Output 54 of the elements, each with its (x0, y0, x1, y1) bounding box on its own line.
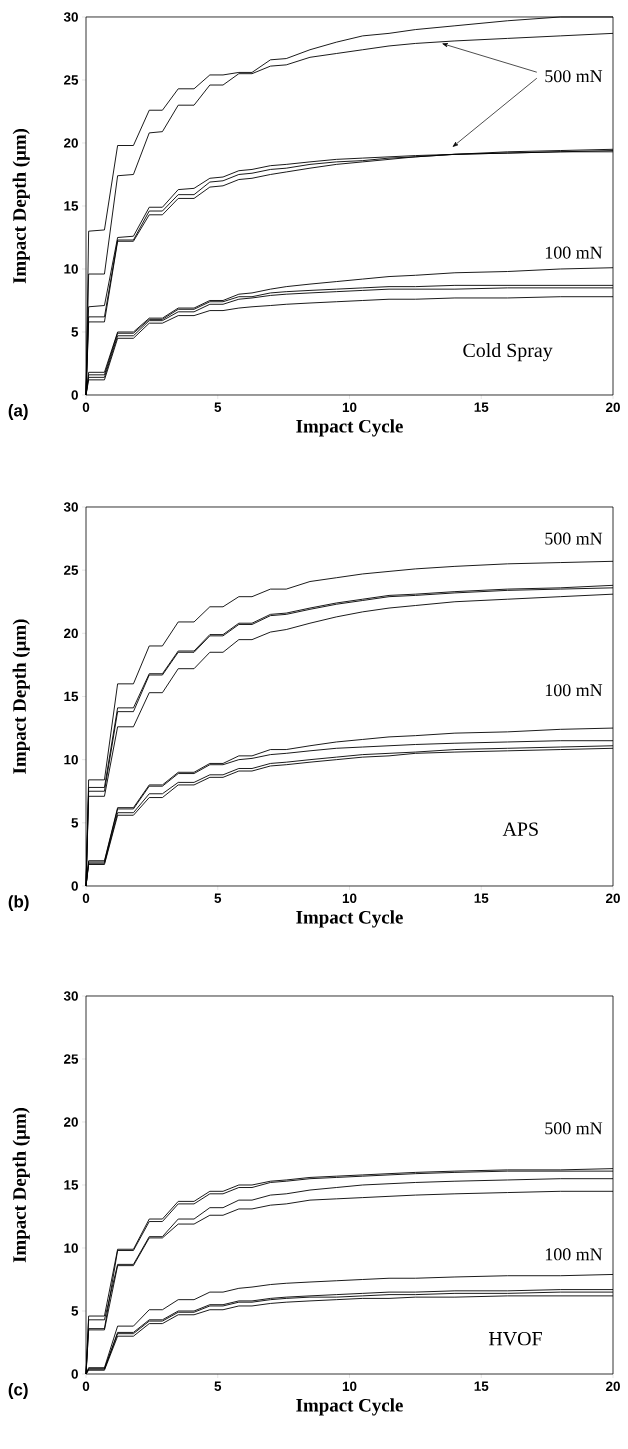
annotation: 500 mN (545, 70, 603, 83)
y-tick-label: 10 (64, 264, 78, 274)
x-tick-label: 20 (605, 1381, 620, 1392)
y-axis-title: Impact Depth (μm) (12, 1107, 30, 1263)
x-tick-label: 0 (82, 893, 90, 904)
y-tick-label: 0 (71, 1369, 78, 1379)
x-tick-label: 5 (214, 402, 222, 412)
x-tick-label: 20 (605, 893, 620, 904)
x-tick-label: 15 (474, 1381, 489, 1391)
y-axis-title: Impact Depth (μm) (12, 128, 30, 284)
x-tick-label: 20 (605, 402, 620, 413)
x-tick-label: 10 (342, 893, 357, 904)
y-tick-label: 0 (71, 881, 78, 891)
y-tick-label: 10 (64, 754, 78, 765)
y-axis-title: Impact Depth (μm) (12, 619, 30, 774)
y-tick-label: 20 (63, 628, 78, 639)
y-tick-label: 5 (71, 1306, 79, 1316)
y-tick-label: 25 (63, 75, 79, 85)
x-tick-label: 0 (82, 402, 90, 413)
x-tick-label: 15 (474, 893, 489, 903)
annotation: Cold Spray (463, 343, 553, 362)
y-tick-label: 0 (71, 390, 78, 400)
y-tick-label: 5 (71, 818, 79, 828)
x-tick-label: 0 (82, 1381, 90, 1392)
text: (c) (8, 1383, 28, 1399)
x-tick-label: 5 (214, 1381, 222, 1391)
y-tick-label: 25 (63, 1054, 79, 1064)
annotation: 500 mN (545, 532, 603, 545)
x-tick-label: 5 (214, 893, 222, 903)
y-tick-label: 15 (64, 691, 79, 702)
y-tick-label: 30 (63, 12, 78, 22)
annotation: APS (502, 822, 538, 836)
y-tick-label: 15 (64, 201, 79, 211)
x-tick-label: 10 (342, 1381, 357, 1392)
text: (a) (8, 404, 28, 420)
y-tick-label: 25 (63, 565, 79, 575)
y-tick-label: 30 (63, 991, 78, 1001)
y-tick-label: 20 (63, 138, 78, 148)
annotation: 100 mN (545, 246, 603, 259)
x-axis-title: Impact Cycle (296, 419, 403, 437)
y-tick-label: 10 (64, 1243, 78, 1253)
y-tick-label: 20 (63, 1117, 78, 1127)
x-axis-title: Impact Cycle (296, 1398, 403, 1416)
x-axis-title: Impact Cycle (296, 910, 403, 928)
annotation: 500 mN (545, 1122, 603, 1135)
text: (b) (8, 895, 29, 911)
y-tick-label: 15 (64, 1180, 79, 1190)
x-tick-label: 10 (342, 402, 357, 413)
annotation: 100 mN (545, 684, 603, 697)
x-tick-label: 15 (474, 402, 489, 412)
annotation: 100 mN (545, 1248, 603, 1261)
y-tick-label: 30 (63, 502, 78, 512)
annotation: HVOF (488, 1331, 542, 1346)
y-tick-label: 5 (71, 327, 79, 337)
